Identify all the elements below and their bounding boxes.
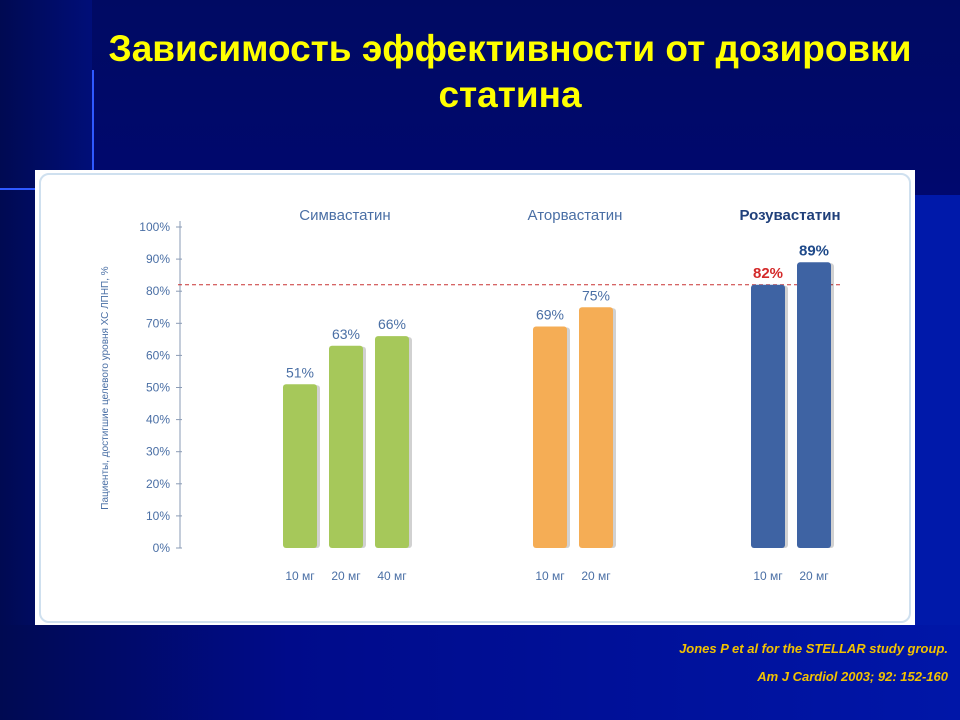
- bar-value-label: 89%: [799, 242, 829, 259]
- bar-value-label: 82%: [753, 265, 783, 282]
- bar: [329, 345, 363, 548]
- x-tick-label: 10 мг: [285, 569, 315, 583]
- group-title: Розувастатин: [739, 207, 840, 224]
- citation-line1: Jones P et al for the STELLAR study grou…: [679, 641, 948, 656]
- slide-title: Зависимость эффективности от дозировки с…: [70, 26, 950, 118]
- background-bottom: [0, 625, 960, 720]
- x-tick-label: 20 мг: [331, 569, 361, 583]
- bar: [751, 284, 785, 548]
- y-tick-label: 10%: [146, 509, 170, 523]
- y-tick-label: 60%: [146, 348, 170, 362]
- y-tick-label: 40%: [146, 413, 170, 427]
- y-tick-label: 100%: [139, 220, 170, 234]
- bar: [579, 307, 613, 548]
- chart-frame: 0% 10% 20% 30% 40% 50% 60% 70% 80% 90% 100% Пациент…: [35, 170, 915, 625]
- group-title: Аторвастатин: [528, 207, 623, 224]
- bar: [533, 326, 567, 548]
- y-tick-label: 20%: [146, 477, 170, 491]
- background-top: [0, 0, 960, 195]
- x-tick-label: 40 мг: [377, 569, 407, 583]
- bar-value-label: 75%: [582, 287, 610, 303]
- bar: [283, 384, 317, 548]
- y-tick-label: 30%: [146, 445, 170, 459]
- x-tick-label: 10 мг: [753, 569, 783, 583]
- group-title: Симвастатин: [299, 207, 390, 224]
- bar-value-label: 51%: [286, 364, 314, 380]
- x-tick-label: 20 мг: [581, 569, 611, 583]
- bar-chart: 0% 10% 20% 30% 40% 50% 60% 70% 80% 90% 100% Пациент…: [100, 207, 841, 583]
- x-tick-label: 20 мг: [799, 569, 829, 583]
- bar: [375, 336, 409, 548]
- bar-value-label: 63%: [332, 326, 360, 342]
- y-tick-label: 90%: [146, 252, 170, 266]
- slide-title-line1: Зависимость эффективности от дозировки: [108, 28, 912, 69]
- y-tick-label: 70%: [146, 316, 170, 330]
- accent-line-vertical: [92, 70, 94, 170]
- citation-line2: Am J Cardiol 2003; 92: 152-160: [757, 669, 948, 684]
- y-tick-label: 50%: [146, 381, 170, 395]
- y-axis-title: Пациенты, достигшие целевого уровня ХС Л…: [100, 266, 111, 509]
- y-tick-label: 0%: [153, 541, 171, 555]
- bar-value-label: 69%: [536, 307, 564, 323]
- x-tick-label: 10 мг: [535, 569, 565, 583]
- bar-value-label: 66%: [378, 316, 406, 332]
- bar: [797, 262, 831, 548]
- slide-title-line2: статина: [438, 74, 582, 115]
- y-tick-label: 80%: [146, 284, 170, 298]
